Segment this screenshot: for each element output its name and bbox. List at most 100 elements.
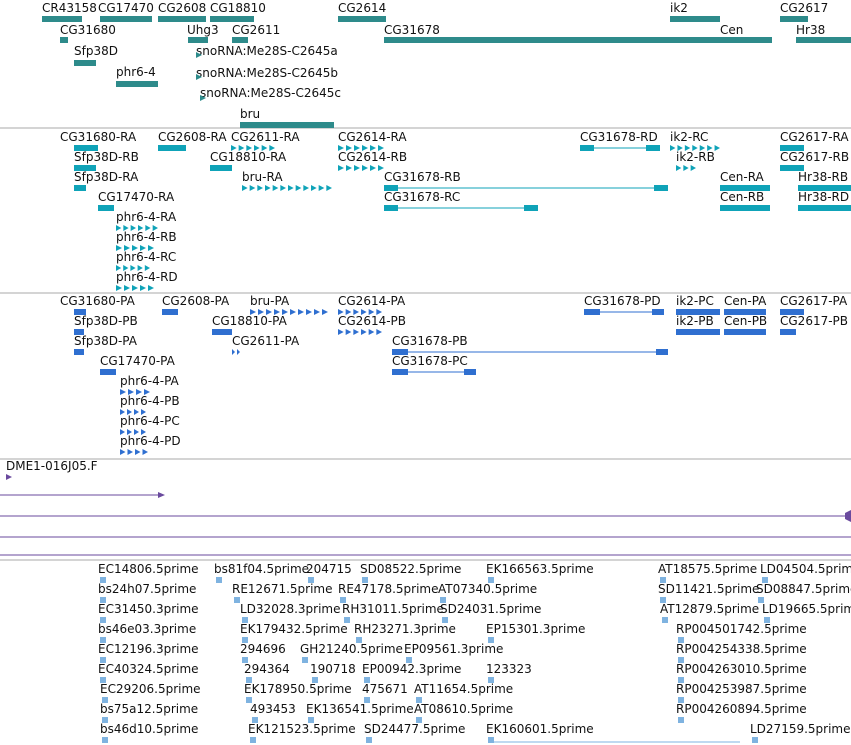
est-feature[interactable]: [246, 697, 252, 703]
est-feature[interactable]: [660, 577, 666, 583]
protein-feature[interactable]: [392, 369, 408, 375]
transcript-feature[interactable]: [384, 205, 398, 211]
transcript-feature[interactable]: [210, 165, 232, 171]
transcript-feature-exon[interactable]: [265, 185, 271, 191]
protein-feature-exon[interactable]: [368, 309, 375, 315]
transcript-feature-exon[interactable]: [148, 245, 154, 251]
est-feature[interactable]: [302, 657, 308, 663]
transcript-feature[interactable]: [646, 145, 660, 151]
transcript-feature-exon[interactable]: [676, 165, 682, 171]
transcript-feature-exon[interactable]: [132, 245, 138, 251]
transcript-feature-exon[interactable]: [683, 165, 689, 171]
gene-feature[interactable]: [116, 81, 158, 87]
transcript-feature-exon[interactable]: [280, 185, 286, 191]
protein-feature[interactable]: [162, 309, 178, 315]
gene-feature[interactable]: [196, 74, 202, 80]
protein-feature-exon[interactable]: [266, 309, 272, 315]
gene-feature[interactable]: [158, 16, 206, 22]
transcript-feature-exon[interactable]: [714, 145, 720, 151]
est-feature[interactable]: [678, 677, 684, 683]
gene-feature[interactable]: [100, 16, 152, 22]
transcript-feature-exon[interactable]: [144, 265, 150, 271]
gene-feature[interactable]: [240, 122, 334, 128]
transcript-feature-exon[interactable]: [254, 145, 260, 151]
protein-feature-exon[interactable]: [142, 449, 149, 455]
gene-feature[interactable]: [74, 60, 96, 66]
transcript-feature-exon[interactable]: [378, 145, 384, 151]
protein-feature-exon[interactable]: [237, 349, 240, 355]
transcript-feature-exon[interactable]: [318, 185, 325, 191]
protein-feature[interactable]: [676, 309, 720, 315]
est-feature[interactable]: [678, 717, 684, 723]
est-feature[interactable]: [356, 637, 362, 643]
gene-feature[interactable]: [188, 37, 208, 43]
transcript-feature-exon[interactable]: [242, 185, 248, 191]
protein-feature-exon[interactable]: [314, 309, 320, 315]
transcript-feature-exon[interactable]: [124, 285, 130, 291]
transcript-feature[interactable]: [720, 205, 770, 211]
transcript-feature-exon[interactable]: [145, 225, 151, 231]
transcript-feature-exon[interactable]: [238, 145, 245, 151]
gene-feature[interactable]: [384, 37, 770, 43]
protein-feature[interactable]: [780, 309, 804, 315]
gene-feature[interactable]: [60, 37, 68, 43]
protein-feature-exon[interactable]: [361, 309, 367, 315]
transcript-feature[interactable]: [524, 205, 538, 211]
protein-feature-exon[interactable]: [136, 389, 142, 395]
est-feature[interactable]: [764, 617, 770, 623]
protein-feature[interactable]: [464, 369, 476, 375]
transcript-feature-exon[interactable]: [690, 165, 696, 171]
protein-feature-exon[interactable]: [353, 329, 359, 335]
est-feature[interactable]: [216, 577, 222, 583]
transcript-feature[interactable]: [74, 165, 96, 171]
est-feature[interactable]: [252, 717, 258, 723]
transcript-feature-exon[interactable]: [378, 165, 384, 171]
transcript-feature-exon[interactable]: [116, 225, 122, 231]
protein-feature-exon[interactable]: [368, 329, 375, 335]
gene-feature[interactable]: [42, 16, 82, 22]
est-feature[interactable]: [100, 597, 106, 603]
transcript-feature-exon[interactable]: [132, 285, 138, 291]
protein-feature-exon[interactable]: [353, 309, 359, 315]
protein-feature-exon[interactable]: [258, 309, 264, 315]
gene-feature[interactable]: [670, 16, 720, 22]
protein-feature-exon[interactable]: [322, 309, 328, 315]
transcript-feature-exon[interactable]: [261, 145, 268, 151]
transcript-feature-exon[interactable]: [249, 185, 256, 191]
est-feature[interactable]: [362, 577, 368, 583]
transcript-feature[interactable]: [98, 205, 114, 211]
protein-feature-exon[interactable]: [338, 329, 344, 335]
transcript-feature-exon[interactable]: [130, 225, 136, 231]
est-feature[interactable]: [488, 737, 494, 743]
transcript-feature-exon[interactable]: [677, 145, 683, 151]
transcript-feature-exon[interactable]: [354, 165, 360, 171]
transcript-feature[interactable]: [74, 185, 86, 191]
transcript-feature[interactable]: [384, 185, 398, 191]
protein-feature[interactable]: [74, 309, 86, 315]
transcript-feature[interactable]: [798, 185, 851, 191]
transcript-feature[interactable]: [798, 205, 851, 211]
est-feature[interactable]: [488, 637, 494, 643]
est-feature[interactable]: [340, 597, 346, 603]
transcript-feature-exon[interactable]: [311, 185, 317, 191]
transcript-feature-exon[interactable]: [707, 145, 713, 151]
protein-feature[interactable]: [392, 349, 408, 355]
protein-feature-exon[interactable]: [144, 389, 150, 395]
transcript-feature[interactable]: [780, 145, 804, 151]
protein-feature-exon[interactable]: [232, 349, 235, 355]
transcript-feature-exon[interactable]: [362, 165, 368, 171]
transcript-feature[interactable]: [158, 145, 186, 151]
protein-feature-exon[interactable]: [250, 309, 256, 315]
protein-feature-exon[interactable]: [120, 409, 125, 415]
transcript-feature-exon[interactable]: [338, 165, 344, 171]
est-feature[interactable]: [242, 657, 248, 663]
gene-feature[interactable]: [210, 16, 254, 22]
est-feature[interactable]: [488, 577, 494, 583]
transcript-feature-exon[interactable]: [370, 145, 376, 151]
clone-end[interactable]: [158, 492, 165, 498]
protein-feature[interactable]: [724, 329, 766, 335]
protein-feature-exon[interactable]: [290, 309, 296, 315]
gene-feature[interactable]: [200, 95, 206, 101]
protein-feature-exon[interactable]: [376, 309, 382, 315]
protein-feature[interactable]: [74, 329, 84, 335]
